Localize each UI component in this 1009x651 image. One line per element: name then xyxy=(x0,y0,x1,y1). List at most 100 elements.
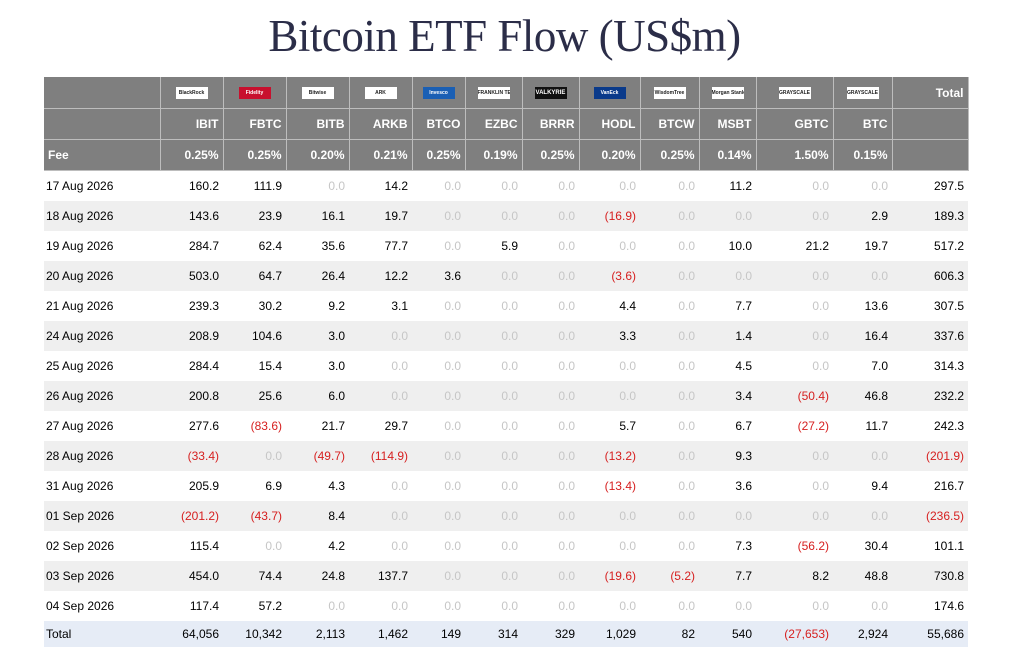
row-date: 18 Aug 2026 xyxy=(44,201,160,231)
flow-value: 284.4 xyxy=(188,359,219,373)
flow-value: 0.0 xyxy=(522,441,579,471)
totals-label: Total xyxy=(44,621,160,647)
flow-value: 0.0 xyxy=(558,419,575,433)
flow-value: 26.4 xyxy=(286,261,349,291)
flow-value: 0.0 xyxy=(812,599,829,613)
flow-value: 0.0 xyxy=(678,179,695,193)
row-date: 24 Aug 2026 xyxy=(44,321,160,351)
table-row: 17 Aug 2026 160.2 111.9 0.0 14.2 0.0 0.0 0.0 0.0… xyxy=(44,171,968,202)
flow-value: 0.0 xyxy=(412,321,465,351)
total-value: 1,462 xyxy=(349,621,412,647)
flow-value: 0.0 xyxy=(558,359,575,373)
flow-value: 0.0 xyxy=(678,299,695,313)
table-row: 31 Aug 2026 205.9 6.9 4.3 0.0 0.0 0.0 0.0 (13.4)… xyxy=(44,471,968,501)
issuer-logo-cell: VanEck xyxy=(579,77,641,109)
flow-value: (49.7) xyxy=(286,441,349,471)
flow-value: (27.2) xyxy=(797,419,829,433)
fee-value: 0.25% xyxy=(223,139,287,171)
total-value: 149 xyxy=(412,621,465,647)
row-total: 606.3 xyxy=(892,261,968,291)
flow-value: (43.7) xyxy=(223,501,286,531)
ticker-header: ARKB xyxy=(349,108,413,140)
row-date: 19 Aug 2026 xyxy=(46,239,114,253)
row-total: 314.3 xyxy=(933,359,964,373)
bitwise-logo: Bitwise xyxy=(301,87,334,100)
flow-value: 30.2 xyxy=(258,299,282,313)
flow-value: 200.8 xyxy=(160,381,223,411)
row-total: 307.5 xyxy=(933,299,964,313)
flow-value: 0.0 xyxy=(328,599,345,613)
flow-value: 0.0 xyxy=(833,261,892,291)
flow-value: 16.4 xyxy=(833,321,892,351)
flow-value: 0.0 xyxy=(558,539,575,553)
total-value: 82 xyxy=(640,621,699,647)
flow-value: 21.2 xyxy=(805,239,829,253)
flow-value: 0.0 xyxy=(640,261,699,291)
flow-value: 0.0 xyxy=(558,239,575,253)
flow-value: 0.0 xyxy=(699,261,756,291)
row-total: (201.9) xyxy=(892,441,968,471)
flow-value: (114.9) xyxy=(349,441,412,471)
flow-value: 0.0 xyxy=(756,441,833,471)
flow-value: 0.0 xyxy=(444,599,461,613)
table-row: 24 Aug 2026 208.9 104.6 3.0 0.0 0.0 0.0 0.0 3.3 0… xyxy=(44,321,968,351)
flow-value: 5.9 xyxy=(501,239,518,253)
flow-value: 0.0 xyxy=(699,201,756,231)
flow-value: 0.0 xyxy=(640,201,699,231)
flow-value: 0.0 xyxy=(412,201,465,231)
row-total: 730.8 xyxy=(892,561,968,591)
issuer-logo-cell: Bitwise xyxy=(286,77,350,109)
row-total: 232.2 xyxy=(892,381,968,411)
flow-value: 0.0 xyxy=(640,441,699,471)
ticker-row: IBIT FBTC BITB ARKB BTCO EZBC BRRR HODL BTCW MSBT… xyxy=(44,108,969,140)
table-row: 26 Aug 2026 200.8 25.6 6.0 0.0 0.0 0.0 0.0 0.0 0.… xyxy=(44,381,968,411)
table-row: 25 Aug 2026 284.4 15.4 3.0 0.0 0.0 0.0 0.0 0.0 0.… xyxy=(44,351,968,381)
flow-value: 0.0 xyxy=(465,321,522,351)
flow-value: 143.6 xyxy=(160,201,223,231)
table-row: 27 Aug 2026 277.6 (83.6) 21.7 29.7 0.0 0.0 0.0 5… xyxy=(44,411,968,441)
row-date: 03 Sep 2026 xyxy=(44,561,160,591)
row-total: 242.3 xyxy=(933,419,964,433)
flow-value: 0.0 xyxy=(678,359,695,373)
flow-value: 0.0 xyxy=(871,599,888,613)
ticker-header: BITB xyxy=(286,108,350,140)
flow-value: 0.0 xyxy=(391,539,408,553)
flow-value: 0.0 xyxy=(619,539,636,553)
flow-value: 0.0 xyxy=(465,381,522,411)
flow-value: 0.0 xyxy=(812,299,829,313)
flow-value: 10.0 xyxy=(728,239,752,253)
morgan-stanley-logo: Morgan Stanley xyxy=(711,87,744,100)
flow-value: 0.0 xyxy=(465,561,522,591)
page-title: Bitcoin ETF Flow (US$m) xyxy=(268,11,741,61)
ticker-header: EZBC xyxy=(465,108,523,140)
flow-value: 0.0 xyxy=(640,501,699,531)
flow-value: 0.0 xyxy=(640,321,699,351)
issuer-logo-cell: GRAYSCALE xyxy=(756,77,834,109)
flow-value: 0.0 xyxy=(579,501,640,531)
table-row: 18 Aug 2026 143.6 23.9 16.1 19.7 0.0 0.0 0.0 (16… xyxy=(44,201,968,231)
flow-value: 0.0 xyxy=(678,479,695,493)
ticker-header: IBIT xyxy=(160,108,224,140)
flow-value: 0.0 xyxy=(812,479,829,493)
row-total: 337.6 xyxy=(892,321,968,351)
flow-value: 115.4 xyxy=(189,539,219,553)
flow-value: 0.0 xyxy=(522,321,579,351)
flow-value: 0.0 xyxy=(678,239,695,253)
total-value: 314 xyxy=(465,621,522,647)
flow-value: 64.7 xyxy=(223,261,286,291)
flow-value: 0.0 xyxy=(833,501,892,531)
flow-value: 104.6 xyxy=(223,321,286,351)
flow-value: 5.7 xyxy=(619,419,636,433)
row-date: 21 Aug 2026 xyxy=(46,299,114,313)
flow-value: 0.0 xyxy=(812,359,829,373)
flow-value: 0.0 xyxy=(619,359,636,373)
flow-value: 3.3 xyxy=(579,321,640,351)
row-total: (236.5) xyxy=(892,501,968,531)
flow-value: 29.7 xyxy=(384,419,408,433)
flow-value: 0.0 xyxy=(756,501,833,531)
flow-value: 0.0 xyxy=(501,419,518,433)
row-total: 297.5 xyxy=(933,179,964,193)
franklin-logo: FRANKLIN TEMPLETON xyxy=(477,87,510,100)
flow-value: 0.0 xyxy=(444,359,461,373)
issuer-logo-cell: BlackRock xyxy=(160,77,224,109)
